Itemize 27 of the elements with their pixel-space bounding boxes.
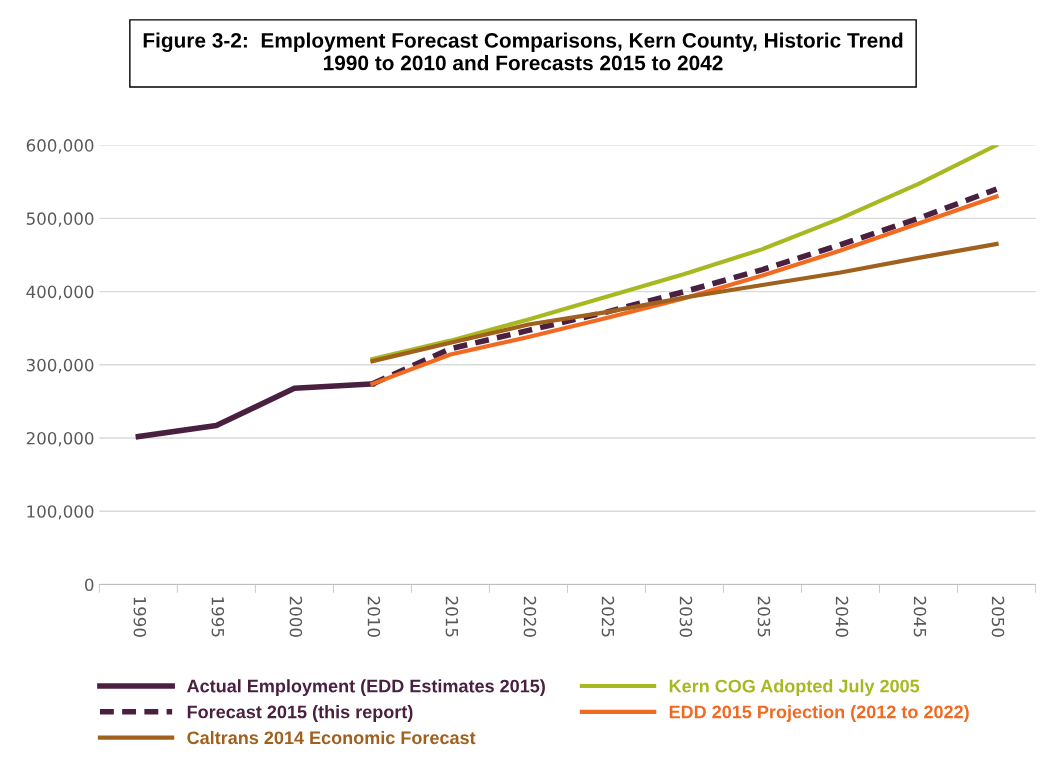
x-tick-label: 2045 <box>913 596 927 637</box>
y-tick-label: 400,000 <box>26 285 94 300</box>
x-tick-label: 1990 <box>133 597 147 637</box>
legend-label: Forecast 2015 (this report) <box>187 705 413 722</box>
x-tick-label: 2030 <box>679 596 693 637</box>
x-tick-label: 2040 <box>835 596 849 637</box>
chart-title: Figure 3-2: Employment Forecast Comparisons, Kern County, Historic Trend 1990 to 2010 and Forecasts 2015 to 2042 <box>143 32 903 71</box>
x-tick-label: 2020 <box>523 596 537 637</box>
legend-label: Actual Employment (EDD Estimates 2015) <box>187 679 545 697</box>
y-tick-label: 500,000 <box>26 212 94 227</box>
y-tick-label: 200,000 <box>26 431 94 447</box>
x-tick-label: 1995 <box>211 597 225 637</box>
x-tick-label: 2000 <box>289 596 303 637</box>
y-tick-label: 300,000 <box>26 358 94 374</box>
x-tick-label: 2015 <box>445 596 459 637</box>
x-tick-label: 2035 <box>757 596 771 637</box>
legend-label: EDD 2015 Projection (2012 to 2022) <box>669 705 969 722</box>
y-tick-label: 100,000 <box>27 505 94 520</box>
y-tick-label: 0 <box>85 578 94 592</box>
legend-label: Kern COG Adopted July 2005 <box>669 679 920 697</box>
line-series <box>370 145 999 362</box>
x-tick-label: 2010 <box>367 596 381 637</box>
legend-label: Caltrans 2014 Economic Forecast <box>187 730 476 745</box>
y-tick-label: 600,000 <box>26 139 94 154</box>
line-series <box>370 241 999 364</box>
x-tick-label: 2050 <box>991 596 1005 637</box>
x-tick-label: 2025 <box>601 596 615 637</box>
